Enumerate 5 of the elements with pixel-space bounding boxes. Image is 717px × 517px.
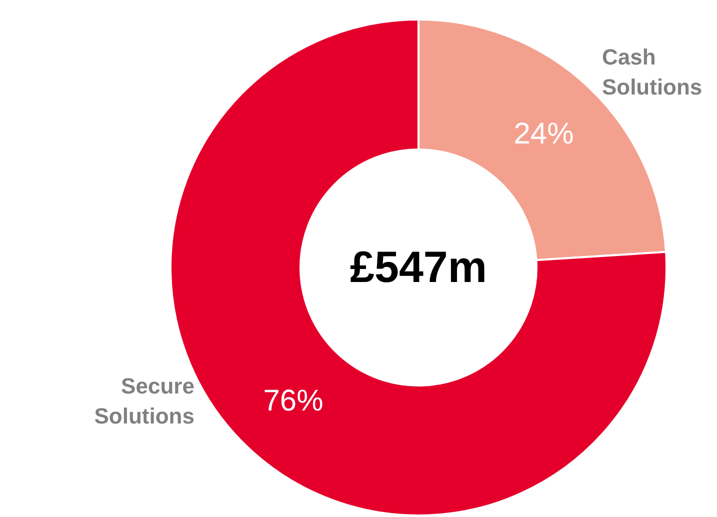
data-label: 24% <box>514 118 574 151</box>
slice-label: Secure Solutions <box>94 373 194 428</box>
text: £547m <box>350 243 488 292</box>
slice-label: Cash Solutions <box>602 44 702 100</box>
data-label: 76% <box>263 384 324 418</box>
